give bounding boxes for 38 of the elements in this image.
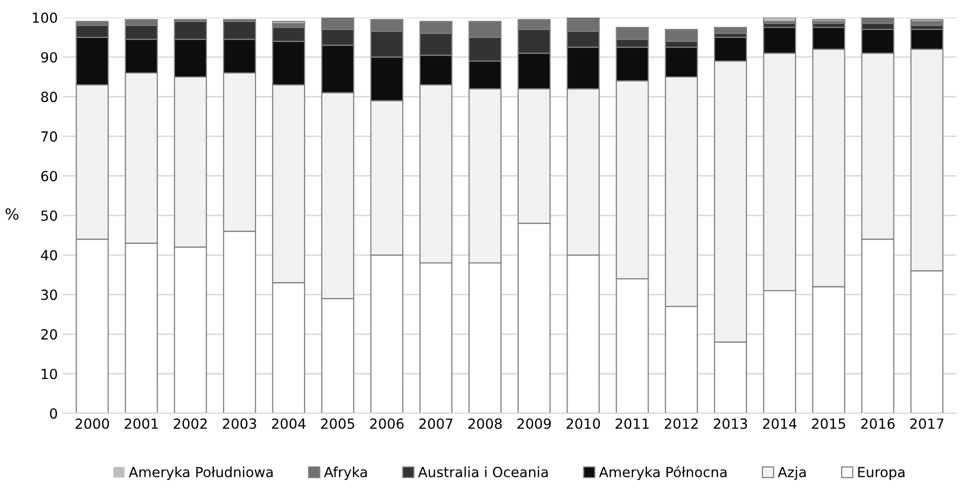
y-tick-label: 0 bbox=[50, 408, 58, 419]
x-tick-label: 2017 bbox=[910, 418, 944, 429]
x-tick-label: 2004 bbox=[272, 418, 306, 429]
x-tick-label: 2008 bbox=[468, 418, 502, 429]
y-tick-label: 50 bbox=[41, 210, 58, 221]
x-tick-label: 2005 bbox=[321, 418, 354, 429]
y-tick-label: 90 bbox=[41, 52, 58, 63]
bar bbox=[714, 26, 748, 34]
y-tick-label: 20 bbox=[41, 329, 58, 340]
x-tick-label: 2011 bbox=[616, 418, 649, 429]
y-tick-label: 40 bbox=[40, 250, 58, 260]
x-tick-label: 2015 bbox=[812, 418, 846, 429]
x-tick-label: 2007 bbox=[419, 418, 452, 429]
bar bbox=[763, 18, 796, 22]
x-tick-label: 2002 bbox=[174, 418, 207, 429]
y-tick-label: 10 bbox=[42, 368, 58, 380]
x-tick-label: 2010 bbox=[566, 418, 600, 429]
x-tick-label: 2012 bbox=[664, 418, 698, 429]
x-tick-label: 2006 bbox=[370, 418, 404, 429]
legend-label: Europa bbox=[858, 466, 904, 480]
x-tick-label: 2000 bbox=[76, 418, 109, 429]
x-tick-label: 2001 bbox=[124, 418, 158, 429]
x-tick-label: 2014 bbox=[762, 418, 796, 429]
x-tick-label: 2013 bbox=[714, 418, 748, 429]
x-tick-label: 2009 bbox=[517, 418, 551, 429]
y-tick-label: 100 bbox=[32, 12, 58, 24]
x-tick-label: 2003 bbox=[222, 418, 256, 429]
legend-label: Afryka bbox=[324, 466, 367, 480]
legend-label: Azja bbox=[778, 466, 806, 480]
legend-label: Ameryka Południowa bbox=[128, 466, 273, 480]
y-tick-label: 30 bbox=[41, 290, 58, 300]
y-tick-label: 60 bbox=[41, 170, 58, 182]
legend-label: Ameryka Północna bbox=[599, 466, 726, 480]
x-tick-label: 2016 bbox=[861, 418, 895, 429]
legend-label: Australia i Oceania bbox=[418, 466, 548, 478]
y-tick-label: 70 bbox=[41, 131, 58, 142]
y-axis-title: % bbox=[6, 208, 18, 220]
y-tick-label: 80 bbox=[41, 92, 58, 102]
